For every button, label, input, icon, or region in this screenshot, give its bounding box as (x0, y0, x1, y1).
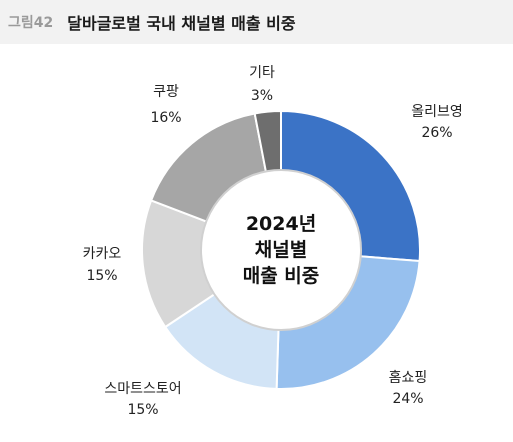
slice-value-2: 15% (127, 402, 158, 418)
slice-labels: 올리브영 26% 홈쇼핑 24% 스마트스토어 15% 카카오 15% 쿠팡 16% 기타 3% (83, 65, 463, 418)
donut-slices (141, 109, 421, 390)
donut-center (205, 174, 357, 326)
center-text-line-1: 2024년 (246, 213, 316, 235)
center-text-line-3: 매출 비중 (243, 265, 320, 287)
slice-label-1: 홈쇼핑 (389, 370, 428, 386)
slice-value-5: 3% (251, 88, 273, 104)
center-text-line-2: 채널별 (255, 239, 307, 261)
figure-label: 그림42 (8, 15, 54, 31)
slice-label-2: 스마트스토어 (104, 381, 181, 397)
slice-value-3: 15% (86, 268, 117, 284)
slice-label-0: 올리브영 (411, 104, 463, 120)
slice-value-4: 16% (150, 110, 181, 126)
slice-value-1: 24% (392, 391, 423, 407)
figure-title: 달바글로벌 국내 채널별 매출 비중 (67, 14, 296, 33)
slice-value-0: 26% (421, 125, 452, 141)
slice-label-5: 기타 (249, 65, 275, 81)
slice-label-4: 쿠팡 (153, 84, 179, 100)
figure-header: 그림42 달바글로벌 국내 채널별 매출 비중 (0, 0, 513, 44)
slice-label-3: 카카오 (83, 246, 122, 262)
